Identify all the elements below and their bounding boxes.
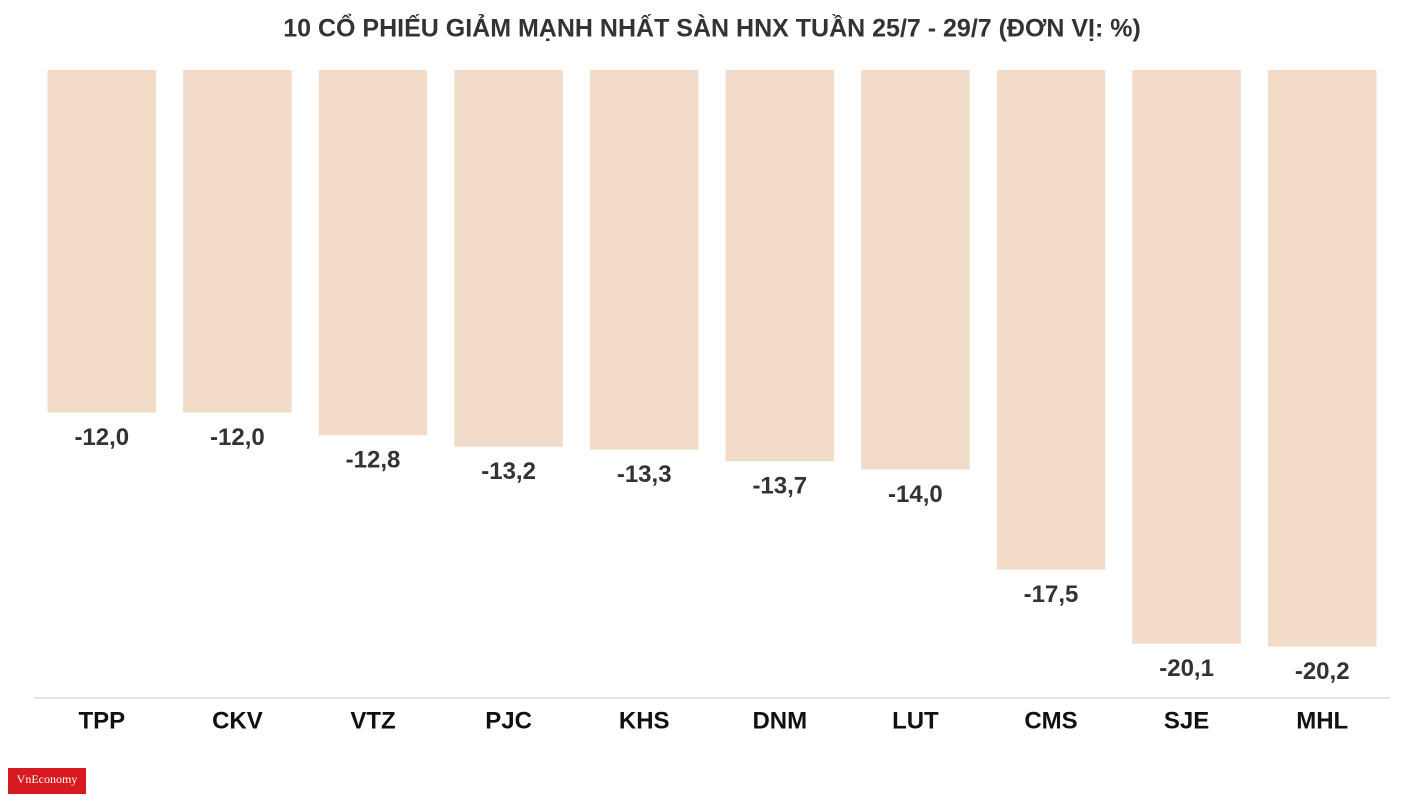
x-tick-label: TPP	[78, 707, 125, 734]
value-label: -13,7	[752, 472, 807, 499]
x-tick-label: CKV	[212, 707, 263, 734]
value-label: -13,2	[481, 458, 536, 485]
x-tick-label: DNM	[752, 707, 807, 734]
bar	[589, 70, 699, 450]
value-label: -13,3	[617, 461, 672, 488]
x-tick-label: VTZ	[350, 707, 395, 734]
x-tick-label: MHL	[1296, 707, 1348, 734]
value-label: -20,2	[1295, 658, 1350, 685]
bar	[454, 70, 563, 447]
x-tick-label: LUT	[892, 707, 939, 734]
bar	[183, 70, 292, 413]
bar	[47, 70, 157, 413]
bar	[725, 70, 835, 462]
value-label: -20,1	[1159, 655, 1214, 682]
bar	[1267, 70, 1377, 647]
x-tick-label: SJE	[1164, 707, 1209, 734]
x-tick-label: CMS	[1024, 707, 1077, 734]
x-tick-label: KHS	[619, 707, 670, 734]
value-label: -14,0	[888, 481, 943, 508]
value-label: -17,5	[1024, 581, 1079, 608]
logo: VnEconomy	[17, 772, 78, 786]
bar	[861, 70, 970, 470]
value-label: -12,0	[210, 424, 265, 451]
value-label: -12,0	[74, 424, 129, 451]
bar	[996, 70, 1106, 570]
logo-box	[8, 768, 86, 794]
x-tick-label: PJC	[485, 707, 532, 734]
value-label: -12,8	[346, 447, 401, 474]
bar	[1132, 70, 1241, 644]
chart-title: 10 CỔ PHIẾU GIẢM MẠNH NHẤT SÀN HNX TUẦN …	[283, 13, 1141, 43]
bar	[318, 70, 428, 436]
